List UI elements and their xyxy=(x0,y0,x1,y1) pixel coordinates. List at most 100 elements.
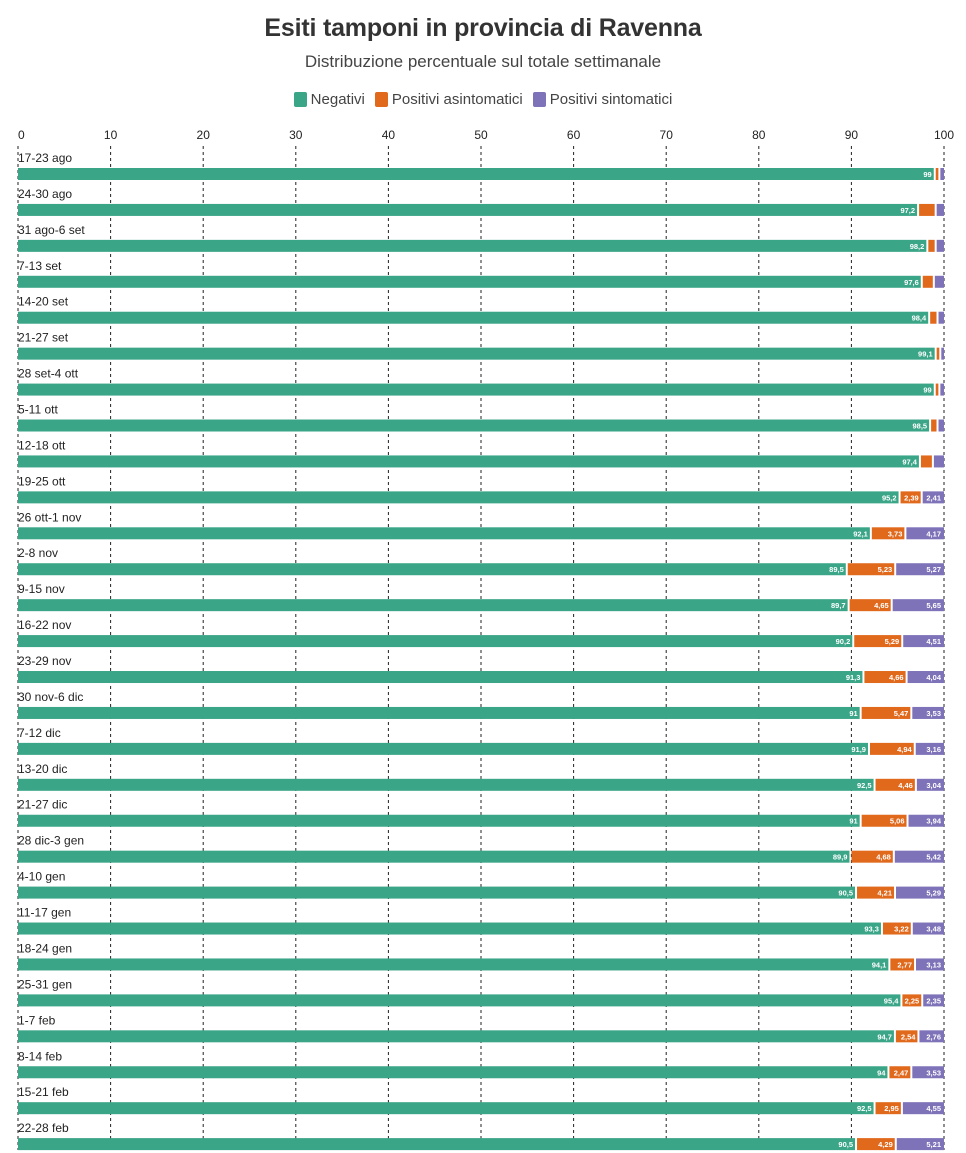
data-label: 92,5 xyxy=(857,1104,872,1113)
bar-segment-positivi-asintomatici xyxy=(875,778,915,791)
data-label: 2,41 xyxy=(926,493,941,502)
bar-segment-negativi xyxy=(18,706,860,719)
category-label: 21-27 set xyxy=(18,331,69,345)
x-tick-label: 70 xyxy=(660,128,674,142)
data-label: 4,29 xyxy=(878,1140,893,1149)
category-label: 18-24 gen xyxy=(18,941,72,955)
data-label: 5,06 xyxy=(890,817,905,826)
data-label: 99 xyxy=(923,386,931,395)
bar-segment-positivi-sintomatici xyxy=(908,814,944,827)
category-label: 13-20 dic xyxy=(18,762,67,776)
bar-segment-negativi xyxy=(18,239,927,252)
bar-segment-positivi-asintomatici xyxy=(861,706,911,719)
data-label: 98,2 xyxy=(910,242,925,251)
bar-segment-positivi-sintomatici xyxy=(896,1138,944,1151)
category-label: 4-10 gen xyxy=(18,870,65,884)
bar-segment-positivi-sintomatici xyxy=(916,958,944,971)
bar-segment-negativi xyxy=(18,1066,888,1079)
bar-segment-positivi-sintomatici xyxy=(903,635,944,648)
data-label: 90,2 xyxy=(836,637,851,646)
data-label: 92,5 xyxy=(857,781,872,790)
bar-segment-positivi-asintomatici xyxy=(861,814,907,827)
category-label: 1-7 feb xyxy=(18,1013,56,1027)
bar-segment-positivi-sintomatici xyxy=(906,527,944,540)
bar-segment-negativi xyxy=(18,168,934,180)
bar-segment-positivi-sintomatici xyxy=(940,383,944,396)
category-label: 12-18 ott xyxy=(18,438,66,452)
legend-swatch-positivi-asintomatici xyxy=(374,92,388,107)
bar-segment-positivi-asintomatici xyxy=(922,275,933,288)
category-label: 15-21 feb xyxy=(18,1085,69,1099)
bar-segment-positivi-asintomatici xyxy=(889,1066,911,1079)
data-label: 4,94 xyxy=(897,745,912,754)
category-label: 7-12 dic xyxy=(18,726,61,740)
data-label: 97,6 xyxy=(904,278,919,287)
data-label: 4,65 xyxy=(874,601,889,610)
category-label: 28 dic-3 gen xyxy=(18,834,84,848)
bar-segment-positivi-asintomatici xyxy=(871,527,905,540)
bar-segment-positivi-asintomatici xyxy=(857,1138,895,1151)
data-label: 2,54 xyxy=(901,1032,916,1041)
bar-segment-positivi-sintomatici xyxy=(915,742,944,755)
bar-segment-negativi xyxy=(18,635,853,648)
bar-segment-positivi-sintomatici xyxy=(938,419,944,432)
bar-segment-negativi xyxy=(18,742,868,755)
chart-title: Esiti tamponi in provincia di Ravenna xyxy=(264,14,702,42)
bar-segment-negativi xyxy=(18,419,930,432)
bar-segment-positivi-asintomatici xyxy=(882,922,911,935)
data-label: 97,4 xyxy=(902,457,917,466)
bar-segment-negativi xyxy=(18,814,860,827)
data-label: 2,77 xyxy=(897,960,912,969)
category-label: 26 ott-1 nov xyxy=(18,510,81,524)
bar-segment-positivi-asintomatici xyxy=(857,886,895,899)
bar-segment-positivi-sintomatici xyxy=(922,491,944,504)
bar-segment-negativi xyxy=(18,850,850,863)
data-label: 94 xyxy=(877,1068,886,1077)
bar-segment-positivi-sintomatici xyxy=(936,239,944,252)
category-label: 17-23 ago xyxy=(18,151,72,165)
bar-segment-positivi-asintomatici xyxy=(930,311,937,324)
data-label: 98,5 xyxy=(913,422,928,431)
data-label: 99,1 xyxy=(918,350,933,359)
bar-segment-positivi-asintomatici xyxy=(919,203,935,216)
data-label: 2,39 xyxy=(904,493,919,502)
bar-segment-negativi xyxy=(18,491,899,504)
data-label: 5,23 xyxy=(878,565,893,574)
data-label: 4,04 xyxy=(926,673,941,682)
legend-swatch-positivi-sintomatici xyxy=(532,92,546,107)
bar-segment-positivi-sintomatici xyxy=(892,599,944,612)
bar-segment-positivi-asintomatici xyxy=(931,419,937,432)
data-label: 2,76 xyxy=(926,1032,941,1041)
x-tick-label: 90 xyxy=(845,128,859,142)
x-tick-label: 100 xyxy=(934,128,954,142)
bar-segment-positivi-sintomatici xyxy=(933,455,944,468)
data-label: 4,66 xyxy=(889,673,904,682)
data-label: 3,94 xyxy=(926,817,941,826)
data-label: 95,2 xyxy=(882,493,897,502)
legend-item-positivi-asintomatici[interactable]: Positivi asintomatici xyxy=(374,91,523,108)
legend-item-positivi-sintomatici[interactable]: Positivi sintomatici xyxy=(532,91,672,108)
category-label: 22-28 feb xyxy=(18,1121,69,1135)
bar-segment-negativi xyxy=(18,311,929,324)
category-label: 19-25 ott xyxy=(18,474,66,488)
bar-segment-positivi-sintomatici xyxy=(936,203,944,216)
x-tick-label: 80 xyxy=(752,128,766,142)
bar-segment-positivi-sintomatici xyxy=(912,922,944,935)
bar-segment-negativi xyxy=(18,383,934,396)
data-label: 94,1 xyxy=(872,960,887,969)
data-label: 4,17 xyxy=(926,529,941,538)
bar-segment-positivi-sintomatici xyxy=(894,850,944,863)
legend-item-negativi[interactable]: Negativi xyxy=(293,91,365,108)
bar-segment-negativi xyxy=(18,922,881,935)
bar-segment-positivi-asintomatici xyxy=(928,239,935,252)
bar-segment-negativi xyxy=(18,1138,856,1151)
bar-segment-positivi-asintomatici xyxy=(900,491,921,504)
category-label: 2-8 nov xyxy=(18,546,58,560)
bar-segment-negativi xyxy=(18,275,921,288)
data-label: 2,35 xyxy=(926,996,941,1005)
x-tick-label: 60 xyxy=(567,128,581,142)
data-label: 4,55 xyxy=(926,1104,941,1113)
bar-segment-negativi xyxy=(18,778,874,791)
category-label: 21-27 dic xyxy=(18,798,67,812)
